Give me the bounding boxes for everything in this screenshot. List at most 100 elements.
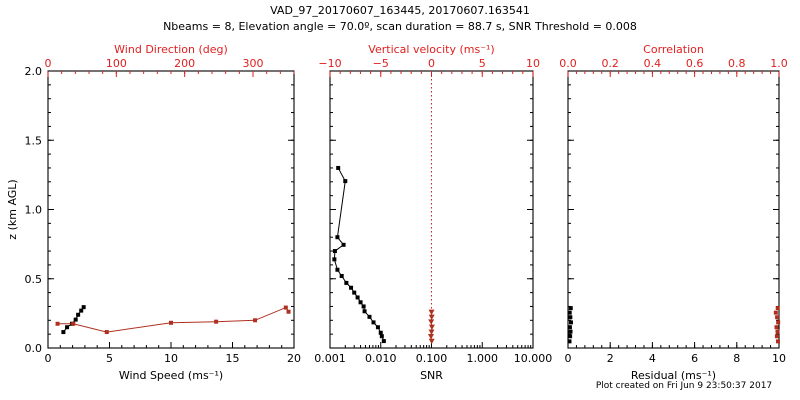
panel-middle: 0.001 0.010 0.100 1.000 10.000 SNR −10 −5 0 5 10 Ve… (314, 43, 552, 382)
x-tick-label: 1.000 (467, 352, 499, 365)
data-point-correlation (776, 320, 781, 325)
y-tick-label: 1.0 (25, 204, 43, 217)
data-point-snr (332, 249, 337, 254)
data-point-residual (567, 339, 572, 344)
x-tick-label: 10 (772, 352, 786, 365)
x-tick-label: 20 (287, 352, 301, 365)
x-tick-label-top: 1.0 (770, 57, 788, 70)
data-point-vertical-velocity (428, 314, 435, 321)
x-tick-label-top: 0.4 (644, 57, 662, 70)
plot-title-line2: Nbeams = 8, Elevation angle = 70.0º, sca… (163, 20, 637, 33)
x-tick-label: 4 (649, 352, 656, 365)
data-point-wind-speed (61, 330, 66, 335)
y-tick-label: 2.0 (25, 65, 43, 78)
data-point-residual (568, 320, 573, 325)
data-point-wind-direction (169, 320, 173, 325)
data-point-residual (568, 306, 573, 311)
x-tick-label: 0.010 (365, 352, 397, 365)
panel-left: 0 5 10 15 20 Wind Speed (ms⁻¹) 0 100 200 300 Wind … (25, 43, 302, 382)
data-point-snr (355, 295, 360, 300)
data-point-snr (336, 165, 341, 170)
x-tick-label: 15 (226, 352, 240, 365)
x-axis-label-top: Correlation (643, 43, 704, 56)
data-point-snr (352, 290, 357, 295)
x-tick-label-top: 100 (106, 57, 127, 70)
x-tick-label-top: 0.0 (559, 57, 577, 70)
x-axis-label-bottom: SNR (420, 369, 443, 382)
data-point-snr (361, 304, 366, 309)
x-tick-label: 10 (164, 352, 178, 365)
data-point-residual (568, 329, 573, 334)
data-point-snr (335, 235, 340, 240)
x-tick-label-top: 0 (45, 57, 52, 70)
data-point-residual (568, 334, 573, 339)
x-tick-label-top: 300 (243, 57, 264, 70)
data-point-residual (567, 325, 572, 330)
x-tick-label: 2 (607, 352, 614, 365)
data-point-vertical-velocity (428, 338, 435, 345)
x-tick-label: 6 (691, 352, 698, 365)
panel-frame (329, 70, 534, 349)
y-tick-label: 1.5 (25, 134, 43, 147)
plot-footer-timestamp: Plot created on Fri Jun 9 23:50:37 2017 (595, 381, 773, 391)
x-tick-label-top: 200 (174, 57, 195, 70)
y-axis-label: z (km AGL) (6, 179, 19, 239)
data-point-correlation (773, 310, 778, 315)
x-tick-label: 10.000 (514, 352, 553, 365)
x-tick-label-top: 0.8 (728, 57, 746, 70)
data-point-wind-speed (81, 305, 86, 310)
x-axis-label-top: Vertical velocity (ms⁻¹) (368, 43, 494, 56)
x-axis-label-top: Wind Direction (deg) (114, 43, 228, 56)
data-point-snr (379, 334, 384, 339)
data-point-wind-direction (253, 318, 258, 323)
x-tick-label-top: 0.6 (686, 57, 704, 70)
data-point-wind-direction (283, 305, 288, 310)
data-point-snr (362, 309, 367, 314)
x-tick-label: 8 (733, 352, 740, 365)
x-tick-label: 0.100 (416, 352, 448, 365)
data-point-correlation (774, 325, 779, 330)
data-point-snr (371, 320, 376, 325)
data-point-correlation (775, 329, 780, 334)
data-point-vertical-velocity (428, 329, 435, 335)
x-tick-label-top: 0 (428, 57, 435, 70)
data-point-vertical-velocity (428, 309, 435, 316)
data-point-wind-speed (65, 325, 70, 330)
data-point-snr (375, 325, 380, 330)
data-point-wind-direction (286, 309, 291, 314)
panel-right: 0 2 4 6 8 10 Residual (ms⁻¹) 0.0 0.2 0.4 0.6 0.8 1.0… (559, 43, 788, 382)
x-tick-label-top: 0.2 (601, 57, 619, 70)
data-point-vertical-velocity (427, 334, 434, 340)
data-point-wind-direction (55, 321, 60, 326)
data-point-wind-direction (104, 330, 109, 335)
x-tick-label-top: −10 (318, 57, 341, 70)
data-point-snr (381, 339, 386, 344)
data-point-snr (341, 242, 346, 247)
data-point-residual (568, 315, 573, 320)
data-point-snr (358, 300, 363, 305)
y-tick-label: 0.0 (25, 342, 43, 355)
x-tick-label: 0.001 (314, 352, 346, 365)
data-point-wind-direction (71, 321, 76, 326)
data-point-wind-direction (214, 319, 219, 324)
data-point-correlation (775, 306, 780, 311)
data-point-snr (335, 267, 340, 272)
panel-frame (567, 70, 780, 349)
x-tick-label: 5 (106, 352, 113, 365)
data-point-correlation (775, 339, 780, 344)
data-point-snr (367, 314, 372, 319)
x-axis-label-bottom: Wind Speed (ms⁻¹) (119, 369, 223, 382)
data-point-wind-speed (73, 317, 78, 322)
x-tick-label: 0 (565, 352, 572, 365)
data-point-vertical-velocity (428, 319, 435, 325)
data-point-snr (349, 285, 354, 290)
data-point-wind-speed (76, 312, 81, 317)
x-tick-label: 0 (45, 352, 52, 365)
data-point-snr (378, 330, 383, 335)
data-point-vertical-velocity (428, 324, 435, 331)
data-point-wind-speed (79, 308, 84, 313)
series-line-snr (333, 167, 385, 342)
x-tick-label-top: 10 (526, 57, 540, 70)
data-point-snr (339, 273, 344, 278)
